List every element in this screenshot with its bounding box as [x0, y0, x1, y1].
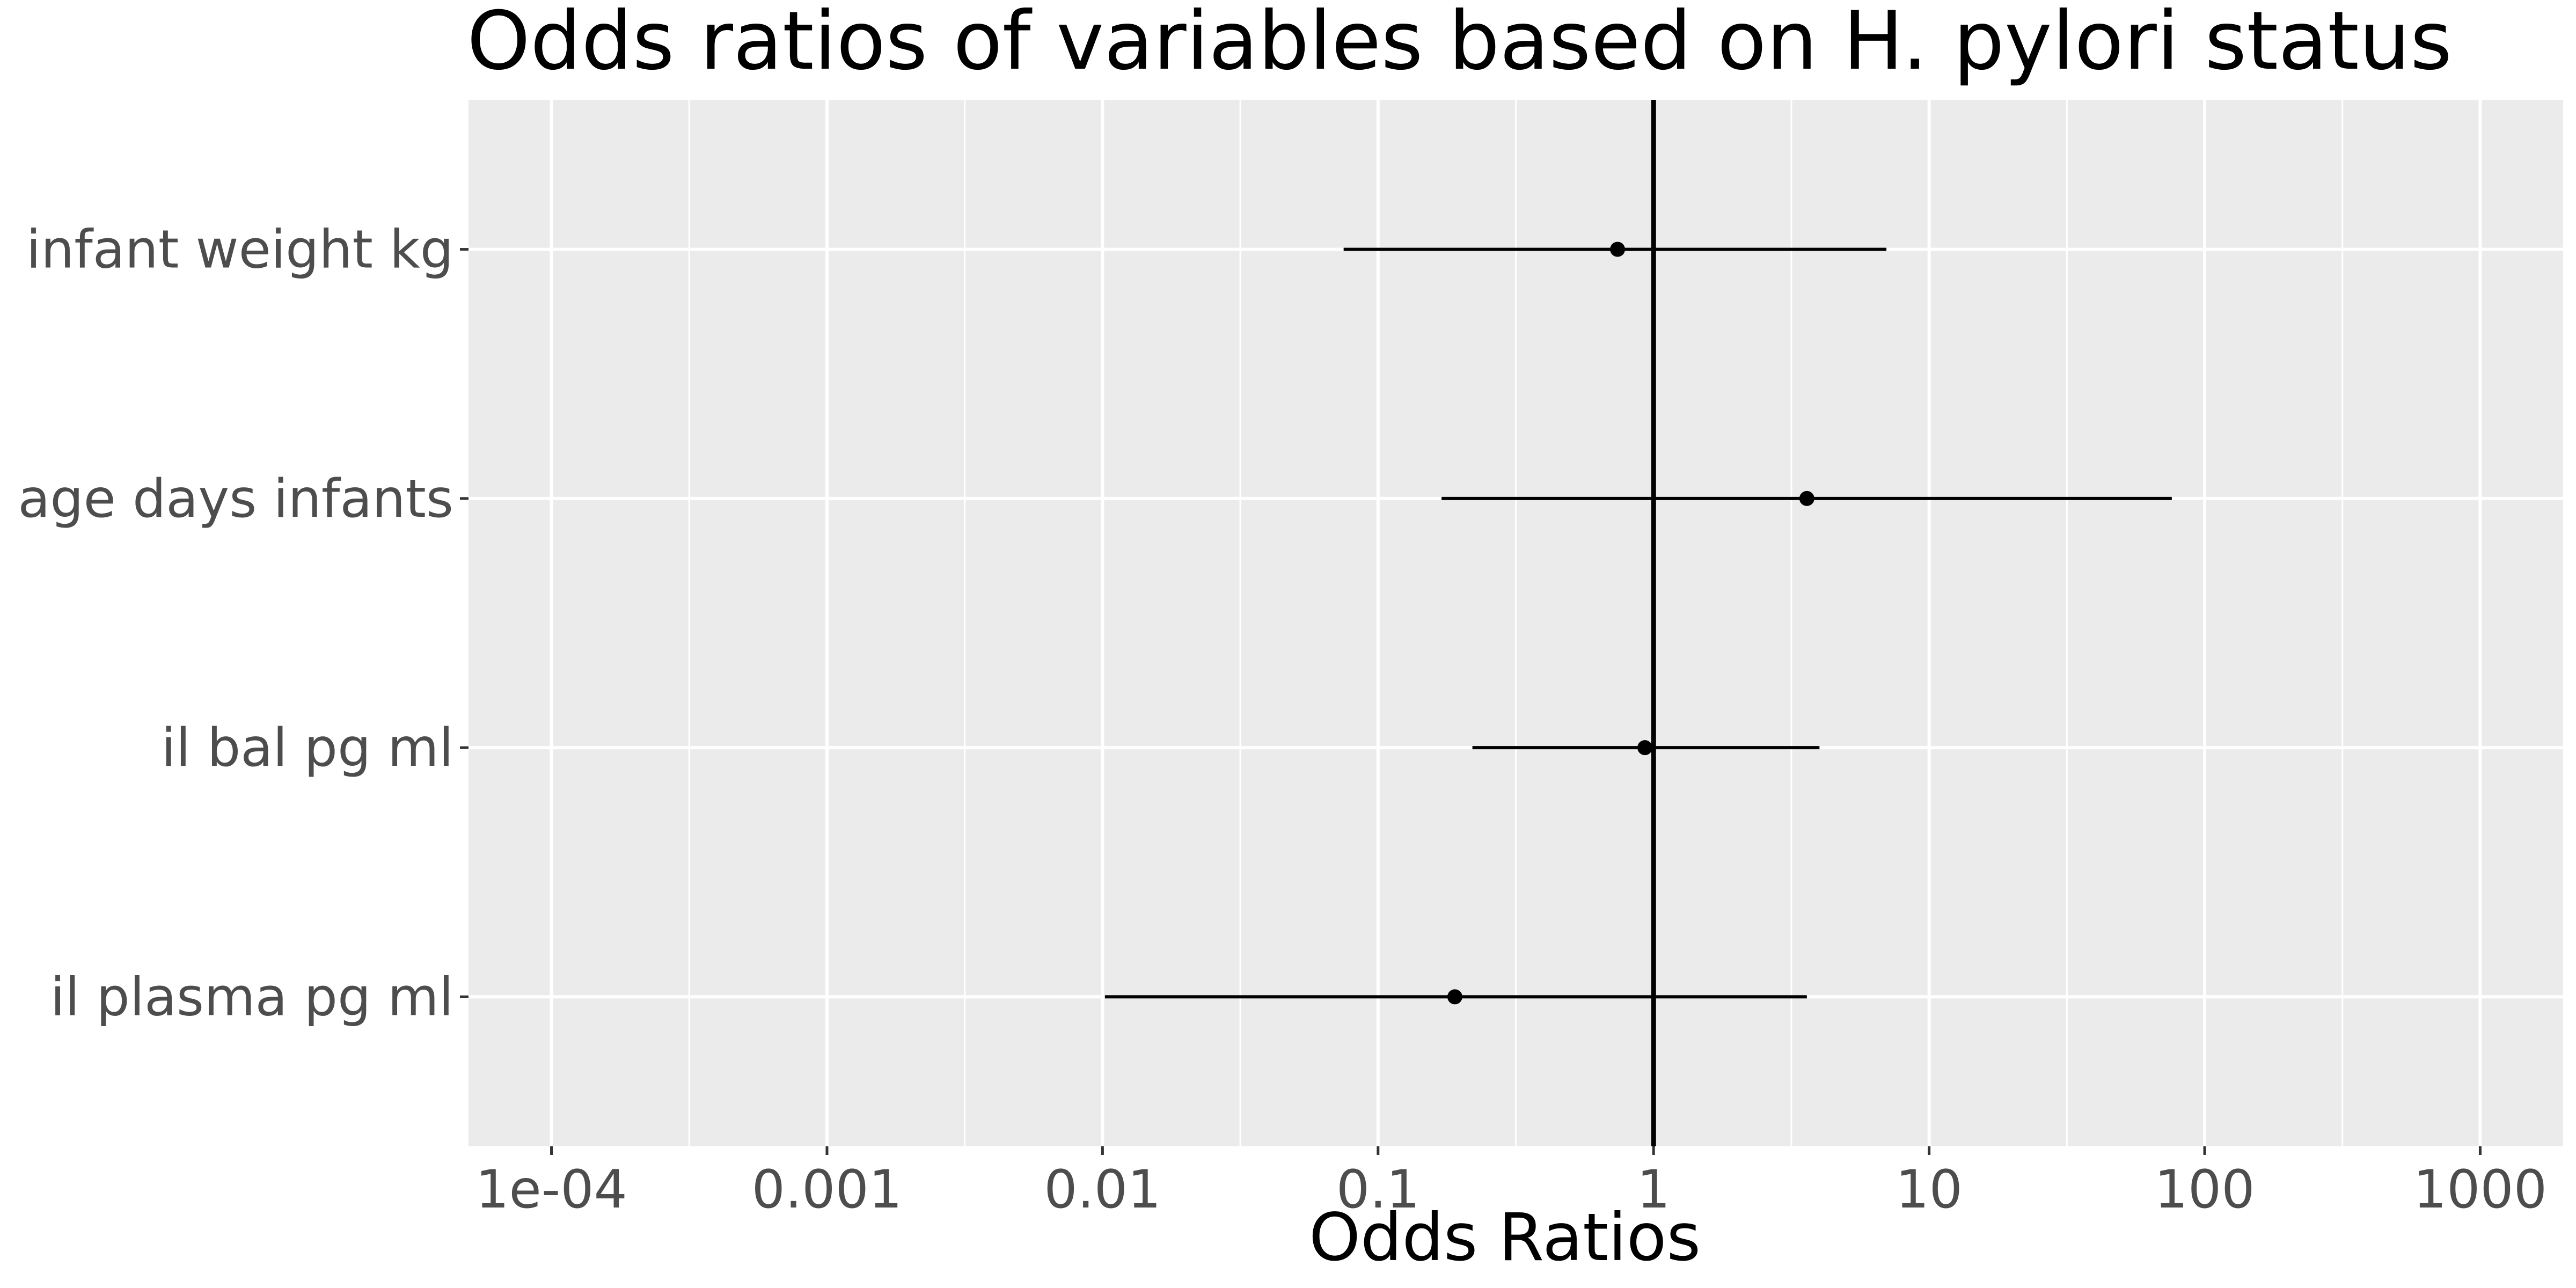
x-tick-label: 10 [1896, 1159, 1963, 1220]
point-estimate [1637, 740, 1653, 756]
y-tick-label: infant weight kg [26, 219, 453, 281]
point-estimate [1610, 241, 1626, 257]
x-tick-label: 0.1 [1336, 1159, 1420, 1220]
y-tick-label: il plasma pg ml [50, 967, 453, 1028]
point-estimate [1447, 989, 1462, 1005]
axis-ticks-and-labels: infant weight kg age days infants il bal p… [18, 219, 2547, 1220]
estimates-and-intervals [1104, 241, 2172, 1005]
y-tick-label: age days infants [18, 469, 453, 530]
x-axis-title: Odds Ratios [1309, 1199, 1701, 1276]
minor-gridlines [688, 100, 2344, 1146]
major-gridlines [469, 100, 2563, 1146]
x-tick-label: 0.01 [1044, 1159, 1161, 1220]
x-tick-label: 1e-04 [475, 1159, 627, 1220]
point-estimate [1799, 491, 1814, 506]
x-tick-label: 0.001 [752, 1159, 903, 1220]
x-tick-label: 1 [1637, 1159, 1670, 1220]
x-tick-label: 100 [2155, 1159, 2255, 1220]
x-tick-label: 1000 [2413, 1159, 2547, 1220]
chart-title: Odds ratios of variables based on H. pyl… [467, 0, 2452, 88]
y-tick-label: il bal pg ml [161, 718, 453, 779]
